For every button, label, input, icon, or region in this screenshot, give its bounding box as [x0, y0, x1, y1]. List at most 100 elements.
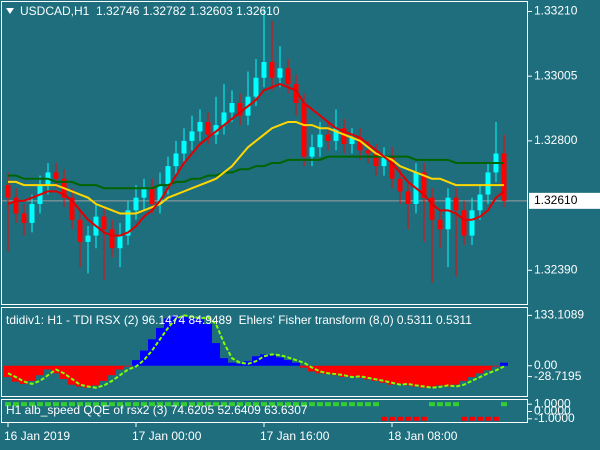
- qqe-dot: [501, 402, 507, 407]
- histogram-bar: [12, 365, 20, 382]
- histogram-bar: [220, 358, 228, 366]
- qqe-dot: [325, 402, 331, 407]
- candle-body: [181, 140, 187, 154]
- qqe-dot: [453, 402, 459, 407]
- candle-body: [501, 153, 507, 201]
- qqe-dot: [277, 402, 283, 407]
- histogram-bar: [228, 362, 236, 366]
- qqe-dot: [253, 402, 259, 407]
- qqe-dot: [189, 402, 195, 407]
- histogram-bar: [324, 365, 332, 375]
- histogram-bar: [20, 365, 28, 384]
- candle-body: [133, 197, 139, 211]
- candle-body: [437, 219, 443, 230]
- histogram-bar: [452, 365, 460, 385]
- candle-body: [205, 121, 211, 135]
- candle-body: [21, 213, 27, 223]
- candle-body: [229, 103, 235, 113]
- menu-arrow[interactable]: [6, 8, 14, 14]
- candle-body: [141, 188, 147, 198]
- y-tick-label: -28.7195: [534, 369, 582, 383]
- histogram-bar: [356, 365, 364, 378]
- histogram-bar: [500, 362, 508, 366]
- histogram-bar: [348, 365, 356, 377]
- x-tick-label: 16 Jan 2019: [4, 429, 70, 443]
- candle-body: [213, 125, 219, 135]
- qqe-dot: [261, 402, 267, 407]
- qqe-dot: [381, 416, 387, 421]
- qqe-dot: [397, 416, 403, 421]
- candle-body: [461, 210, 467, 236]
- histogram-bar: [364, 365, 372, 380]
- candle-body: [317, 134, 323, 148]
- histogram-bar: [76, 365, 84, 387]
- qqe-dot: [293, 402, 299, 407]
- histogram-bar: [132, 360, 140, 366]
- candle-body: [469, 210, 475, 236]
- histogram-bar: [100, 365, 108, 381]
- qqe-dot: [149, 402, 155, 407]
- candle-body: [373, 153, 379, 167]
- histogram-bar: [268, 355, 276, 366]
- candle-body: [269, 61, 275, 78]
- qqe-dot: [493, 416, 499, 421]
- histogram-bar: [116, 365, 124, 370]
- candle-body: [357, 137, 363, 151]
- candle-body: [285, 68, 291, 85]
- candle-body: [477, 194, 483, 211]
- candle-body: [381, 156, 387, 167]
- candle-body: [261, 61, 267, 78]
- histogram-bar: [124, 365, 132, 367]
- candle-body: [85, 235, 91, 242]
- y-tick-label: 1.33005: [534, 68, 578, 82]
- candle-body: [165, 166, 171, 186]
- histogram-bar: [300, 365, 308, 368]
- histogram-bar: [260, 354, 268, 366]
- candle-body: [13, 197, 19, 214]
- candle-body: [69, 197, 75, 220]
- histogram-bar: [316, 365, 324, 374]
- qqe-dot: [69, 402, 75, 407]
- qqe-dot: [349, 402, 355, 407]
- main-panel: 1.32390 1.32800 1.33005 1.33210 1.32610: [2, 4, 600, 283]
- candle-body: [277, 68, 283, 78]
- candle-body: [445, 197, 451, 230]
- qqe-dot: [93, 402, 99, 407]
- histogram-bar: [156, 327, 164, 366]
- qqe-dot: [461, 416, 467, 421]
- y-tick-label: -1.0000: [534, 411, 575, 425]
- qqe-frame: [1, 399, 528, 423]
- qqe-dot: [117, 402, 123, 407]
- histogram-bar: [36, 365, 44, 376]
- histogram-bar: [68, 365, 76, 385]
- candle-body: [485, 172, 491, 195]
- histogram-bar: [284, 360, 292, 366]
- qqe-dot: [477, 416, 483, 421]
- qqe-dot: [85, 402, 91, 407]
- qqe-dot: [389, 416, 395, 421]
- qqe-dot: [181, 402, 187, 407]
- qqe-dot: [157, 402, 163, 407]
- qqe-dot: [141, 402, 147, 407]
- histogram-bar: [388, 365, 396, 385]
- histogram-bar: [468, 365, 476, 378]
- main-frame: [1, 1, 528, 305]
- candle-body: [453, 197, 459, 211]
- candle-body: [309, 147, 315, 157]
- qqe-dot: [365, 402, 371, 407]
- histogram-bar: [444, 365, 452, 387]
- qqe-dot: [357, 402, 363, 407]
- qqe-dot: [173, 402, 179, 407]
- histogram-bar: [148, 339, 156, 366]
- y-tick-label: 133.1089: [534, 308, 584, 322]
- histogram-bar: [484, 365, 492, 371]
- histogram-bar: [188, 318, 196, 366]
- candle-body: [237, 103, 243, 116]
- qqe-dot: [301, 402, 307, 407]
- histogram-bar: [4, 365, 12, 378]
- histogram-bar: [236, 363, 244, 366]
- histogram-bar: [292, 362, 300, 366]
- candle-body: [117, 235, 123, 249]
